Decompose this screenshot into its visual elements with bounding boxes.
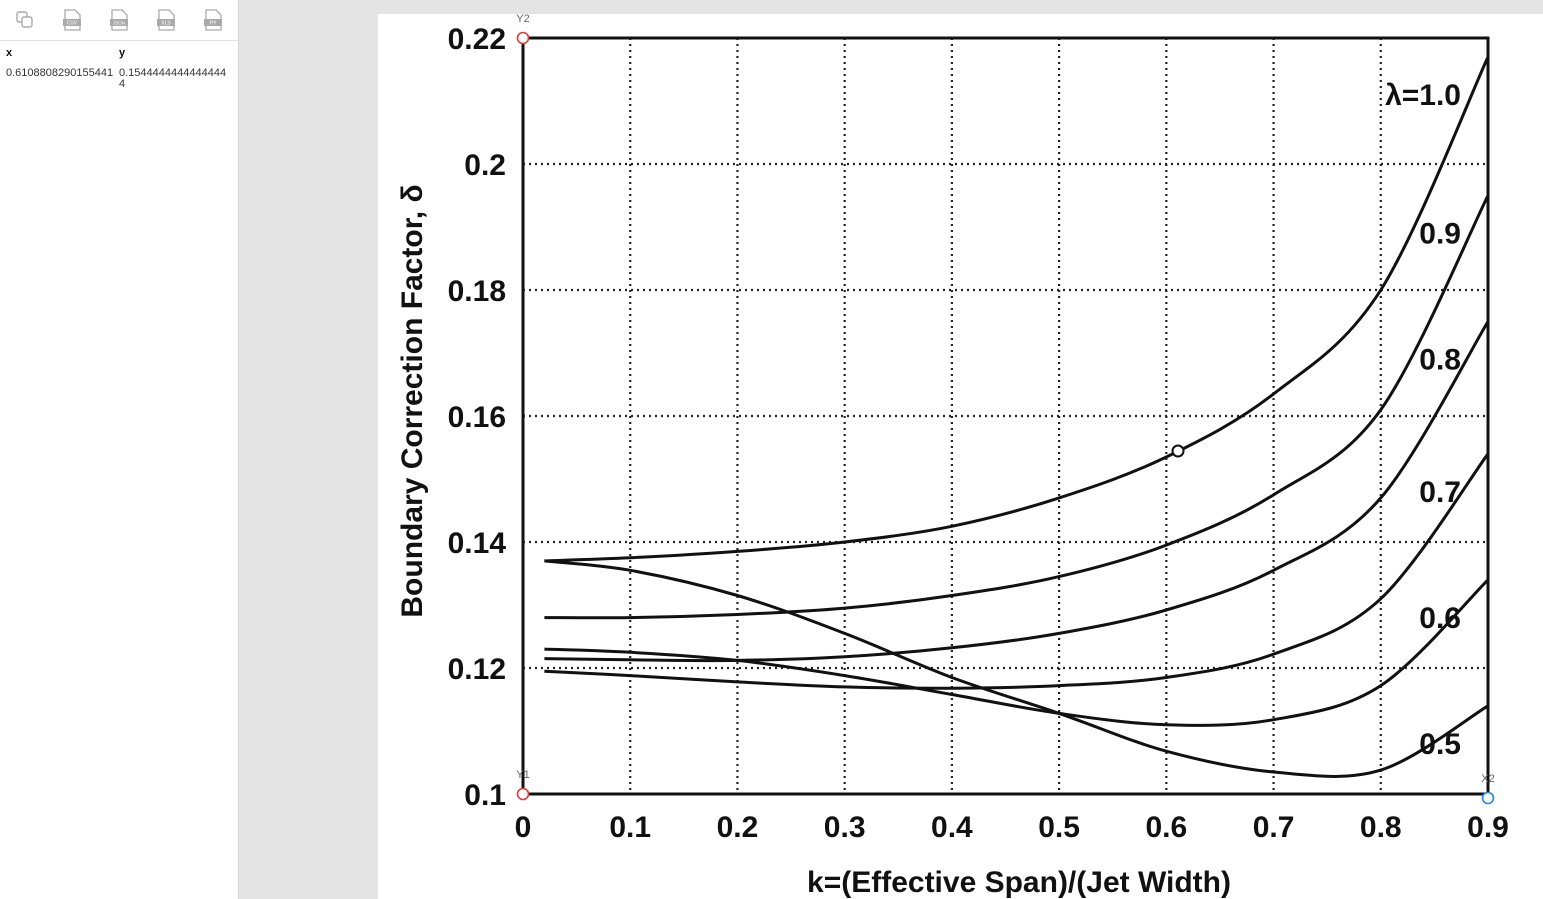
x2-marker[interactable] bbox=[1481, 791, 1495, 805]
y-tick-label: 0.14 bbox=[448, 527, 507, 560]
x-tick-label: 0.3 bbox=[824, 811, 866, 844]
y-tick-label: 0.2 bbox=[464, 149, 506, 182]
y2-marker[interactable] bbox=[516, 31, 530, 45]
series-line bbox=[544, 194, 1490, 620]
export-toolbar: CSV JSON XLS PY bbox=[0, 0, 238, 41]
xls-file-icon: XLS bbox=[156, 9, 175, 31]
y1-marker-label: Y1 bbox=[516, 769, 529, 781]
picked-point[interactable] bbox=[1171, 444, 1185, 458]
x-tick-label: 0.6 bbox=[1145, 811, 1187, 844]
series-line bbox=[544, 559, 1489, 778]
y-tick-label: 0.16 bbox=[448, 401, 506, 434]
y-tick-labels: 0.1 0.12 0.14 0.16 0.18 0.2 0.22 bbox=[448, 23, 507, 812]
series-label: λ=1.0 bbox=[1385, 79, 1461, 112]
json-label: JSON bbox=[112, 21, 124, 26]
x-column-header: x bbox=[6, 47, 13, 59]
y-axis-title: Boundary Correction Factor, δ bbox=[396, 184, 429, 617]
x2-marker-label: X2 bbox=[1481, 773, 1494, 785]
py-label: PY bbox=[209, 21, 216, 27]
sidebar: CSV JSON XLS PY x y bbox=[0, 0, 239, 899]
series-line bbox=[544, 320, 1490, 663]
x-tick-labels: 0 0.1 0.2 0.3 0.4 0.5 0.6 0.7 0.8 0.9 bbox=[515, 811, 1509, 844]
series-line bbox=[544, 56, 1490, 563]
y2-marker-label: Y2 bbox=[516, 14, 529, 25]
copy-icon bbox=[15, 11, 33, 28]
series-label: 0.5 bbox=[1419, 728, 1461, 761]
series-label: 0.8 bbox=[1419, 344, 1461, 377]
export-py-button[interactable]: PY bbox=[200, 8, 225, 33]
x-tick-label: 0.5 bbox=[1038, 811, 1080, 844]
series-line bbox=[544, 452, 1490, 690]
series-label: 0.6 bbox=[1419, 602, 1461, 635]
x-tick-label: 0 bbox=[515, 811, 532, 844]
y-tick-label: 0.1 bbox=[464, 779, 506, 812]
y-tick-label: 0.18 bbox=[448, 275, 506, 308]
chart-svg[interactable]: 0 0.1 0.2 0.3 0.4 0.5 0.6 0.7 0.8 0.9 0.1 0.12 0.14… bbox=[378, 14, 1543, 899]
json-file-icon: JSON bbox=[109, 9, 128, 31]
y-cell: 0.15444444444444444 bbox=[119, 67, 227, 90]
x-cell: 0.6108808290155441 bbox=[6, 67, 114, 79]
x-tick-label: 0.8 bbox=[1360, 811, 1402, 844]
py-file-icon: PY bbox=[203, 9, 222, 31]
export-csv-button[interactable]: CSV bbox=[59, 8, 84, 33]
canvas-top-strip bbox=[378, 0, 1543, 14]
plot-canvas[interactable]: 0 0.1 0.2 0.3 0.4 0.5 0.6 0.7 0.8 0.9 0.1 0.12 0.14… bbox=[378, 14, 1543, 899]
x-axis-title: k=(Effective Span)/(Jet Width) bbox=[807, 866, 1231, 899]
series-label: 0.7 bbox=[1419, 476, 1461, 509]
plot-frame bbox=[521, 36, 1490, 796]
grid bbox=[523, 38, 1488, 794]
x-tick-label: 0.7 bbox=[1253, 811, 1295, 844]
table-body: 0.6108808290155441 0.15444444444444444 bbox=[6, 68, 234, 96]
copy-button[interactable] bbox=[12, 8, 37, 33]
calibration-markers[interactable]: Y2 Y1 X2 bbox=[516, 14, 1495, 805]
picked-point-layer[interactable] bbox=[1171, 444, 1185, 458]
export-json-button[interactable]: JSON bbox=[106, 8, 131, 33]
series-labels: λ=1.0 0.9 0.8 0.7 0.6 0.5 bbox=[1385, 79, 1461, 761]
x-tick-label: 0.4 bbox=[931, 811, 973, 844]
y-tick-label: 0.12 bbox=[448, 653, 506, 686]
x-tick-label: 0.9 bbox=[1467, 811, 1509, 844]
csv-file-icon: CSV bbox=[62, 9, 81, 31]
series-label: 0.9 bbox=[1419, 218, 1461, 251]
export-xls-button[interactable]: XLS bbox=[153, 8, 178, 33]
series-line bbox=[544, 578, 1490, 727]
y-column-header: y bbox=[119, 47, 126, 59]
x-tick-label: 0.2 bbox=[717, 811, 759, 844]
axes bbox=[521, 36, 1490, 796]
y1-marker[interactable] bbox=[516, 787, 530, 801]
csv-label: CSV bbox=[66, 21, 77, 27]
series-lines bbox=[544, 56, 1490, 778]
x-tick-label: 0.1 bbox=[609, 811, 651, 844]
table-row[interactable]: 0.6108808290155441 0.15444444444444444 bbox=[6, 68, 234, 96]
xls-label: XLS bbox=[161, 21, 171, 27]
y-tick-label: 0.22 bbox=[448, 23, 506, 56]
